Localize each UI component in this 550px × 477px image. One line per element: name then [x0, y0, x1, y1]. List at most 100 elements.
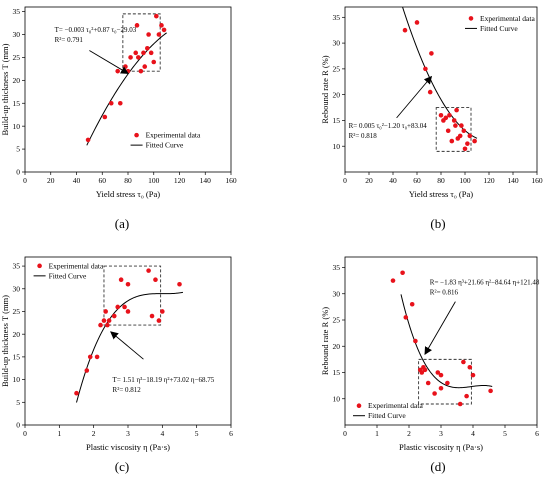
y-tick-label: 30 — [333, 289, 341, 298]
chart-panel-d: 0 1 2 3 4 5 6 10 15 20 25 30 35 Plastic viscosity η (… — [320, 256, 540, 474]
x-tick-label: 100 — [459, 176, 471, 185]
x-tick-label: 0 — [343, 429, 347, 438]
data-point — [85, 137, 91, 143]
legend-label-experimental: Experimental data — [368, 401, 423, 410]
data-point — [464, 393, 469, 399]
data-point — [102, 114, 108, 120]
x-tick-label: 0 — [23, 429, 27, 438]
data-point — [459, 123, 464, 128]
fitted-curve-line — [400, 294, 493, 389]
data-point — [390, 278, 396, 283]
data-point — [159, 23, 164, 28]
highlight-box — [103, 265, 162, 326]
data-point — [451, 118, 457, 123]
data-point — [128, 55, 133, 60]
data-point — [118, 277, 124, 283]
data-point — [472, 138, 477, 144]
fitted-curve-line — [402, 7, 478, 139]
x-tick-label: 3 — [126, 429, 130, 438]
y-tick-label: 0 — [16, 168, 20, 177]
x-axis-label: Yield stress τ₀ (Pa) — [96, 189, 160, 199]
x-tick-label: 0 — [23, 176, 27, 185]
highlight-box — [435, 107, 472, 152]
y-tick-label: 30 — [333, 39, 341, 48]
x-tick-label: 60 — [99, 176, 107, 185]
annotation-arrow — [396, 75, 433, 119]
data-point — [161, 27, 167, 33]
data-point — [115, 68, 120, 74]
x-tick-label: 4 — [471, 429, 475, 438]
x-tick-label: 5 — [503, 429, 507, 438]
legend-marker-experimental — [134, 132, 139, 138]
panel-label: (a) — [115, 216, 129, 231]
x-axis-label: Plastic viscosity η (Pa·s) — [399, 442, 483, 452]
x-tick-label: 20 — [47, 176, 55, 185]
data-point — [427, 89, 433, 95]
x-tick-label: 6 — [229, 429, 233, 438]
data-point — [419, 370, 425, 375]
x-tick-label: 80 — [437, 176, 445, 185]
y-tick-label: 5 — [16, 145, 20, 154]
data-point — [470, 372, 476, 378]
data-point — [146, 268, 151, 273]
y-tick-label: 30 — [13, 284, 21, 293]
data-point — [156, 32, 162, 37]
data-point — [145, 45, 150, 51]
data-point — [449, 138, 455, 144]
legend-marker-experimental — [37, 263, 42, 269]
data-point — [148, 50, 154, 56]
x-tick-label: 140 — [200, 176, 212, 185]
y-tick-label: 20 — [333, 342, 341, 351]
data-point — [101, 318, 107, 323]
x-axis-label: Plastic viscosity η (Pa·s) — [86, 442, 170, 452]
fit-r-squared: R²= 0.818 — [349, 132, 378, 140]
x-tick-label: 20 — [365, 176, 373, 185]
fit-equation: R= 0.005 τ₀²−1.20 τ₀+83.04 — [349, 122, 428, 130]
y-tick-label: 35 — [333, 263, 341, 272]
x-tick-label: 2 — [92, 429, 96, 438]
data-point — [103, 309, 108, 314]
data-point — [106, 318, 112, 323]
data-point — [445, 128, 451, 134]
x-tick-label: 160 — [225, 176, 237, 185]
y-axis-label: Rebound rate R (%) — [320, 307, 330, 375]
y-tick-label: 25 — [333, 316, 341, 325]
data-point — [461, 359, 466, 365]
data-point — [117, 100, 123, 106]
fitted-curve-line — [76, 291, 184, 403]
data-point — [125, 281, 131, 287]
panel-label: (c) — [115, 459, 129, 474]
y-tick-label: 25 — [333, 64, 341, 73]
data-point — [105, 322, 110, 328]
legend-marker-experimental — [468, 16, 474, 21]
y-tick-label: 25 — [13, 307, 21, 316]
data-point — [467, 133, 473, 139]
fitted-curve-line — [86, 32, 167, 146]
x-tick-label: 4 — [160, 429, 164, 438]
data-point — [87, 354, 93, 360]
chart-panel-b: 0 20 40 60 80 100 120 140 160 10 15 20 25 30 35 Yield s… — [320, 6, 543, 231]
legend-label-experimental: Experimental data — [49, 261, 104, 270]
data-point — [111, 313, 117, 319]
data-point — [115, 304, 120, 310]
chart-panel-a: 0 20 40 60 80 100 120 140 160 0 5 10 15 20 25 30 35 Yield… — [0, 6, 237, 231]
legend-label-fitted: Fitted Curve — [368, 411, 406, 420]
y-tick-label: 10 — [13, 122, 21, 131]
data-point — [177, 281, 182, 287]
data-point — [422, 367, 428, 373]
x-tick-label: 2 — [407, 429, 411, 438]
y-tick-label: 30 — [13, 30, 21, 39]
y-tick-label: 15 — [13, 352, 21, 361]
x-tick-label: 140 — [507, 176, 519, 185]
legend-label-fitted: Fitted Curve — [49, 271, 87, 280]
y-axis-label: Build-up thickness T (mm) — [0, 43, 10, 135]
data-point — [409, 301, 415, 307]
legend-label-fitted: Fitted Curve — [146, 141, 184, 150]
y-axis-label: Build-up thickness T (mm) — [0, 295, 10, 387]
x-tick-label: 40 — [73, 176, 81, 185]
data-point — [454, 107, 459, 113]
x-tick-label: 80 — [124, 176, 132, 185]
x-tick-label: 1 — [375, 429, 379, 438]
